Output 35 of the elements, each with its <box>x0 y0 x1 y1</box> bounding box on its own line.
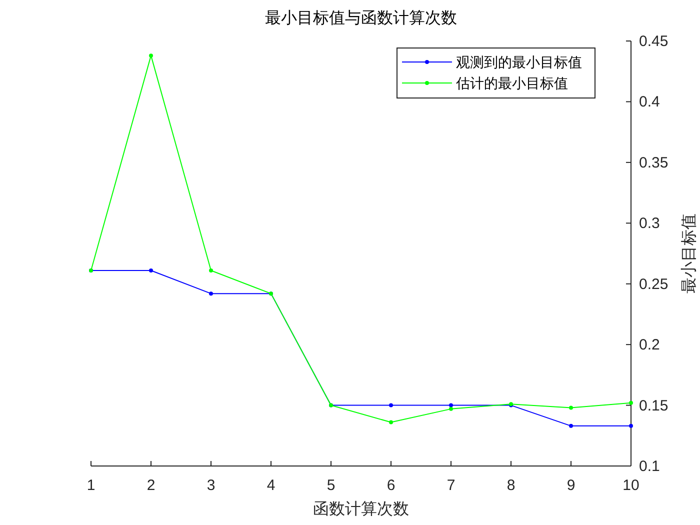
x-tick-label: 1 <box>86 477 96 494</box>
x-tick-label: 2 <box>146 477 156 494</box>
x-axis-title: 函数计算次数 <box>313 500 409 518</box>
point <box>569 424 573 428</box>
point <box>149 54 153 58</box>
chart-title: 最小目标值与函数计算次数 <box>265 9 457 27</box>
x-tick-label: 8 <box>506 477 516 494</box>
point <box>389 420 393 424</box>
point <box>629 424 633 428</box>
x-tick-label: 6 <box>386 477 396 494</box>
x-tick-label: 5 <box>326 477 336 494</box>
y-tick-label: 0.15 <box>639 397 668 414</box>
y-tick-label: 0.45 <box>639 33 668 50</box>
point <box>209 292 213 296</box>
y-tick-label: 0.35 <box>639 154 668 172</box>
y-tick-label: 0.1 <box>639 458 660 475</box>
point <box>149 268 153 272</box>
legend-label: 估计的最小目标值 <box>455 75 568 91</box>
point <box>449 406 453 411</box>
y-tick-label: 0.3 <box>639 215 660 232</box>
point <box>389 403 393 408</box>
point <box>449 403 453 408</box>
legend-label: 观测到的最小目标值 <box>456 54 582 70</box>
x-tick-label: 3 <box>206 477 216 494</box>
point <box>569 406 573 410</box>
x-tick-label: 9 <box>566 477 576 494</box>
y-tick-label: 0.4 <box>639 94 660 111</box>
point <box>209 268 213 272</box>
x-tick-label: 4 <box>266 477 276 494</box>
y-axis-title: 最小目标值 <box>680 214 698 294</box>
point <box>629 400 633 405</box>
x-tick-label: 10 <box>622 477 640 494</box>
y-tick-label: 0.25 <box>639 276 668 293</box>
y-tick-label: 0.2 <box>639 336 660 354</box>
x-tick-label: 7 <box>446 477 456 494</box>
